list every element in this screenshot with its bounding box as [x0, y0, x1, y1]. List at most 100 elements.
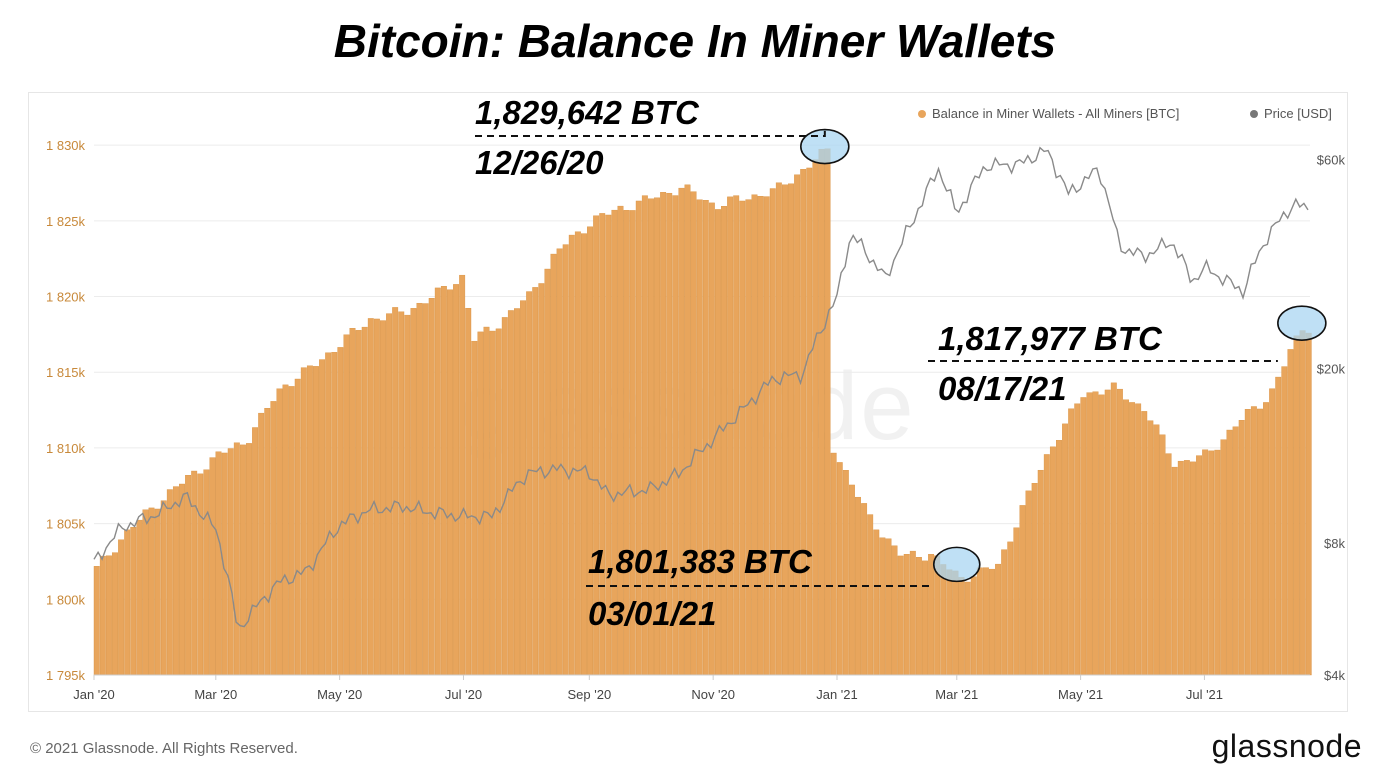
balance-bar [367, 318, 374, 676]
balance-bar [270, 401, 277, 676]
balance-bar [239, 444, 246, 676]
balance-bar [538, 283, 545, 676]
callout-latest-value: 1,817,977 BTC [938, 320, 1162, 357]
balance-bar [1098, 394, 1105, 676]
balance-bar [952, 570, 959, 676]
balance-bar [422, 303, 429, 676]
balance-bar [215, 451, 222, 676]
balance-bar [398, 311, 405, 676]
balance-bar [970, 576, 977, 676]
balance-bar [392, 307, 399, 676]
balance-bar [252, 427, 259, 676]
balance-bar [739, 200, 746, 676]
balance-bar [349, 328, 356, 676]
balance-bar [769, 188, 776, 676]
balance-bar [1202, 449, 1209, 676]
balance-bar [514, 308, 520, 676]
glassnode-logo[interactable]: glassnode [1211, 728, 1362, 764]
balance-bar [154, 508, 161, 676]
y-left-tick-label: 1 810k [46, 441, 86, 456]
balance-bar [288, 386, 295, 676]
callout-low-value: 1,801,383 BTC [588, 543, 812, 580]
balance-bar [842, 470, 849, 676]
balance-bar [337, 347, 344, 676]
balance-bar [93, 566, 100, 676]
x-tick-label: Nov '20 [691, 687, 735, 702]
balance-bar [727, 196, 734, 676]
x-tick-label: May '21 [1058, 687, 1103, 702]
balance-bar [136, 519, 143, 676]
balance-bar [1263, 402, 1269, 676]
balance-bar [928, 554, 935, 676]
copyright-text: © 2021 Glassnode. All Rights Reserved. [30, 740, 298, 757]
balance-bar [1110, 382, 1117, 676]
balance-bar [1049, 446, 1056, 676]
price-line [93, 146, 1309, 628]
balance-bar [160, 500, 167, 676]
balance-bar [1244, 409, 1251, 676]
balance-bar [1287, 349, 1294, 676]
balance-bar [1141, 411, 1148, 676]
balance-bar [489, 330, 496, 676]
low-highlight-circle [932, 546, 981, 583]
balance-bar [325, 352, 332, 676]
balance-bar [1037, 469, 1044, 676]
balance-bar [1001, 549, 1008, 676]
balance-bar [1177, 460, 1184, 676]
balance-bar [867, 514, 874, 676]
callout-peak-date: 12/26/20 [475, 144, 604, 181]
x-tick-label: Mar '20 [194, 687, 237, 702]
balance-bar [258, 412, 265, 676]
balance-bar [1226, 429, 1233, 676]
y-left-tick-label: 1 825k [46, 214, 86, 229]
balance-bar [1013, 527, 1020, 676]
balance-bar [1086, 392, 1093, 676]
x-tick-label: Jan '20 [73, 687, 115, 702]
balance-bar [1074, 403, 1081, 676]
balance-bar [1171, 466, 1178, 676]
balance-bar [903, 554, 910, 676]
balance-bar [964, 581, 971, 676]
balance-bar [130, 527, 137, 676]
balance-bar [1165, 453, 1172, 676]
balance-legend-swatch [918, 109, 926, 118]
balance-bar [1062, 423, 1069, 676]
balance-bar [909, 550, 916, 676]
balance-bar [1269, 388, 1276, 676]
y-left-tick-label: 1 820k [46, 290, 86, 305]
balance-bar [233, 442, 240, 676]
x-tick-label: May '20 [317, 687, 362, 702]
balance-bar [1214, 449, 1221, 676]
balance-bar [763, 196, 770, 676]
balance-bar [179, 483, 185, 676]
balance-bar [166, 489, 173, 676]
balance-bar [1275, 376, 1282, 676]
balance-bar [313, 366, 319, 676]
y-right-tick-label: $4k [1324, 668, 1345, 683]
y-right-tick-label: $8k [1324, 536, 1345, 551]
balance-bar [1281, 366, 1288, 676]
latest-highlight-circle [1277, 305, 1327, 341]
balance-bar [355, 330, 362, 676]
peak-highlight-circle [800, 128, 850, 165]
balance-bar [507, 310, 514, 676]
balance-bar [343, 334, 350, 676]
balance-bar [1123, 399, 1129, 676]
x-tick-label: Jan '21 [816, 687, 858, 702]
balance-bar [550, 253, 557, 676]
balance-bar [861, 503, 868, 676]
balance-bar [982, 567, 989, 676]
balance-bar [428, 298, 435, 676]
balance-bar [1031, 483, 1038, 676]
balance-bar [306, 365, 313, 676]
balance-bar [361, 326, 368, 676]
balance-bar [1153, 424, 1160, 676]
legend-item-balance[interactable]: Balance in Miner Wallets - All Miners [B… [918, 106, 1179, 121]
legend-item-price[interactable]: Price [USD] [1250, 106, 1332, 121]
x-tick-label: Jul '21 [1186, 687, 1223, 702]
balance-bar [794, 174, 801, 676]
balance-bar [800, 169, 807, 676]
balance-bar [172, 486, 179, 676]
balance-bar [824, 148, 831, 676]
